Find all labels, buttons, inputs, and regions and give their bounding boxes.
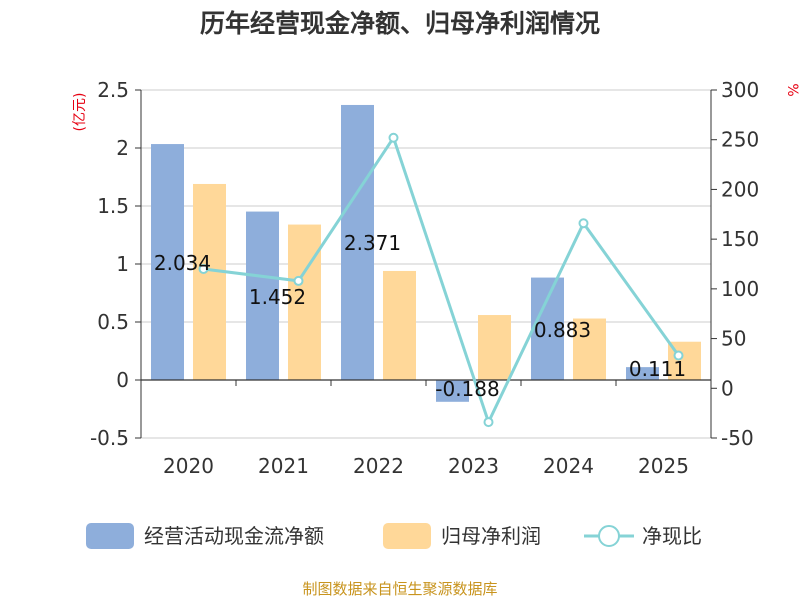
legend-swatch [86, 523, 134, 549]
legend-label: 归母净利润 [441, 524, 541, 548]
left-axis-unit: (亿元) [72, 93, 88, 132]
ratio-point [293, 275, 304, 286]
legend-swatch [383, 523, 431, 549]
data-labels: 2.034 1.452 2.371 -0.188 0.883 0.111 [154, 231, 686, 401]
cashflow-bar [531, 277, 564, 380]
right-tick-label: 50 [721, 327, 746, 351]
cashflow-data-label: -0.188 [435, 377, 499, 401]
cashflow-data-label: 2.371 [344, 231, 401, 255]
legend-item[interactable]: 净现比 [584, 524, 702, 548]
cashflow-bar [151, 144, 184, 380]
right-tick-label: 0 [721, 376, 734, 400]
ratio-point [673, 350, 684, 361]
axes: -0.5 0 0.5 1 1.5 2 2.5 -50 0 50 100 150 200 250 300 202… [90, 78, 759, 478]
x-tick-label: 2020 [163, 454, 214, 478]
x-tick-label: 2024 [543, 454, 594, 478]
right-tick-label: -50 [721, 426, 754, 450]
legend-label: 经营活动现金流净额 [144, 524, 324, 548]
cashflow-bar [246, 211, 279, 380]
x-tick-label: 2023 [448, 454, 499, 478]
left-tick-label: 2.5 [97, 78, 129, 102]
left-tick-label: 0.5 [97, 310, 129, 334]
net-profit-bar [478, 315, 511, 380]
chart-title: 历年经营现金净额、归母净利润情况 [200, 9, 600, 38]
ratio-line-path [203, 134, 680, 427]
legend-label: 净现比 [642, 524, 702, 548]
net-profit-bar [288, 224, 321, 380]
ratio-point [483, 417, 494, 428]
left-tick-label: 2 [116, 136, 129, 160]
left-tick-label: 1.5 [97, 194, 129, 218]
left-tick-label: -0.5 [90, 426, 129, 450]
right-tick-label: 250 [721, 128, 759, 152]
right-tick-label: 300 [721, 78, 759, 102]
ratio-point [198, 263, 209, 274]
net-profit-bar [383, 270, 416, 380]
x-tick-label: 2025 [638, 454, 689, 478]
ratio-point [578, 218, 589, 229]
net-profit-bar [573, 318, 606, 380]
legend-item[interactable]: 经营活动现金流净额 [86, 523, 324, 549]
legend[interactable]: 经营活动现金流净额 归母净利润 净现比 [86, 523, 702, 549]
cashflow-bar [436, 380, 469, 402]
x-tick-label: 2022 [353, 454, 404, 478]
right-axis-unit: % [784, 83, 800, 96]
left-tick-label: 1 [116, 252, 129, 276]
ratio-line [198, 132, 684, 428]
ratio-point [388, 132, 399, 143]
cashflow-data-label: 0.883 [534, 318, 591, 342]
cashflow-data-label: 1.452 [249, 285, 306, 309]
cashflow-data-label: 2.034 [154, 251, 211, 275]
legend-marker [598, 525, 620, 547]
cashflow-bar [341, 104, 374, 381]
right-tick-label: 200 [721, 177, 759, 201]
x-tick-label: 2021 [258, 454, 309, 478]
left-tick-label: 0 [116, 368, 129, 392]
bars [151, 104, 701, 402]
grid-lines [141, 89, 711, 439]
source-note: 制图数据来自恒生聚源数据库 [302, 580, 497, 598]
legend-item[interactable]: 归母净利润 [383, 523, 541, 549]
right-tick-label: 100 [721, 277, 759, 301]
cashflow-bar [626, 367, 659, 380]
cashflow-data-label: 0.111 [629, 357, 686, 381]
right-tick-label: 150 [721, 227, 759, 251]
net-profit-bar [193, 183, 226, 380]
